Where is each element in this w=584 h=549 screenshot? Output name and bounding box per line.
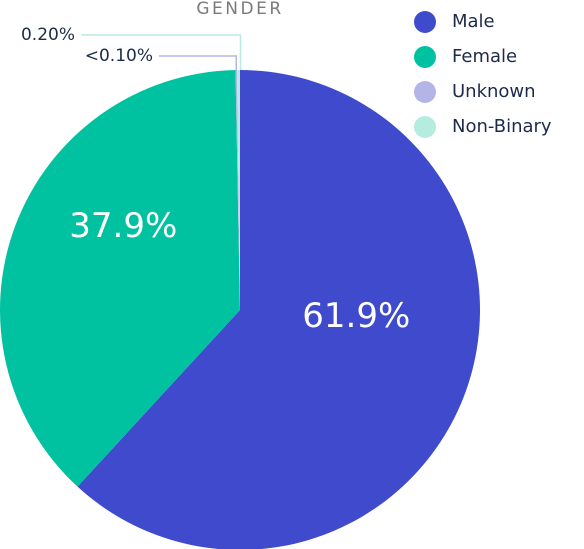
leader-line	[81, 34, 242, 71]
pie-slice	[236, 70, 240, 310]
legend-label: Female	[452, 46, 517, 67]
pie-slice	[77, 70, 480, 549]
legend-marker	[414, 11, 436, 33]
legend-marker	[414, 116, 436, 138]
legend-label: Male	[452, 11, 495, 32]
pie-slice	[235, 70, 240, 310]
slice-label: <0.10%	[85, 46, 153, 66]
legend-marker	[414, 46, 436, 68]
legend-label: Unknown	[452, 81, 536, 102]
legend-marker	[414, 81, 436, 103]
slice-label: 37.9%	[69, 206, 177, 246]
pie-slice	[0, 70, 240, 487]
slice-label: 0.20%	[21, 25, 75, 45]
slice-label: 61.9%	[302, 296, 410, 336]
leader-line	[159, 55, 237, 71]
legend-label: Non-Binary	[452, 116, 552, 137]
chart-title: GENDER	[196, 0, 283, 19]
